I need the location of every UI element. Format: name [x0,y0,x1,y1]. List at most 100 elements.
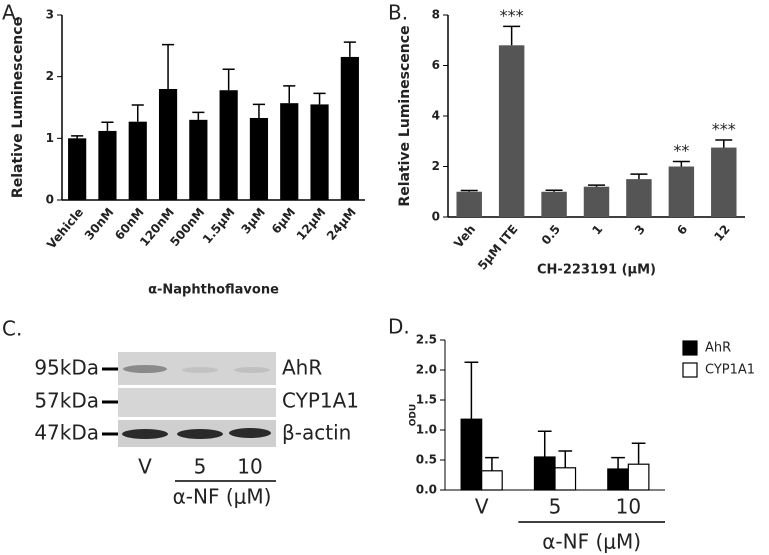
x-tick-label: 12μM [294,205,329,243]
bar [541,191,567,217]
x-axis-label: α-Naphthoflavone [148,283,279,298]
y-tick-label: 2 [46,69,54,83]
panel-label: C. [2,317,22,341]
x-tick-label: 24μM [324,205,359,243]
panel-label: B. [388,1,408,25]
y-tick-label: 3 [46,8,54,22]
blot-band [122,429,168,439]
y-tick-label: 6 [432,58,440,72]
blot-band [229,428,271,438]
bar [498,45,525,217]
bar [583,186,610,217]
lane-label: 10 [237,455,262,479]
legend-label: AhR [705,341,731,356]
bar [554,467,577,491]
legend-label: CYP1A1 [705,363,755,378]
x-tick-label: 10 [616,495,641,519]
bar [340,56,359,200]
y-tick-label: 0 [432,210,440,224]
blot-band [177,429,223,439]
bar [668,166,695,217]
marker-label: 57kDa [34,389,99,413]
bar [607,468,629,491]
bar [219,90,238,200]
x-tick-label: Veh [451,222,478,250]
y-tick-label: 1.5 [416,393,437,407]
error-bar [611,456,625,469]
legend-swatch [682,340,698,356]
error-bar [313,92,326,105]
x-tick-label: 1 [589,222,605,237]
y-axis-label: Relative Luminescence [397,25,413,206]
y-tick-label: 0.5 [416,453,437,467]
y-tick-label: 2 [432,159,440,173]
error-bar [715,139,733,148]
band-label: AhR [282,356,322,380]
blot-band [234,367,270,373]
bar [626,179,652,217]
y-tick-label: 1.0 [416,423,437,437]
error-bar [252,103,266,118]
blot-panel: C. 95kDa 57kDa 47kDa AhR CYP1A1 β-actin … [2,317,359,509]
x-tick-label: V [475,495,489,519]
error-bar [71,135,84,139]
error-bar [131,104,144,122]
error-bar [101,121,114,131]
error-bar [672,160,690,167]
error-bar [343,41,356,57]
bar [98,130,117,200]
bar [158,89,178,200]
bar [460,418,483,491]
y-tick-label: 4 [432,109,440,123]
x-tick-label: 12 [711,222,732,244]
x-tick-label: 6 [674,222,690,237]
y-tick-label: 8 [432,8,440,22]
y-axis-label: ODU [409,404,419,426]
bar [456,191,482,217]
error-bar [460,189,478,192]
error-bar [537,430,552,457]
marker-label: 47kDa [34,421,99,445]
bar [310,104,329,200]
bar [128,121,147,200]
error-bar [192,111,205,120]
error-bar [558,450,573,468]
x-axis-label: CH-223191 (μM) [537,263,656,278]
blot-band [123,365,167,373]
bar [481,470,503,491]
x-tick-label: 1.5μM [200,205,238,246]
error-bar [283,85,296,104]
y-tick-label: 0.0 [416,483,437,497]
x-tick-label: 0.5 [539,222,563,247]
bar [627,463,650,491]
error-bar [545,189,563,192]
error-bar [464,361,479,420]
bar [280,103,299,200]
legend-swatch [682,362,698,378]
group-label: α-NF (μM) [542,530,641,554]
error-bar [503,25,521,46]
x-tick-label: Vehicle [44,205,86,251]
x-tick-label: 5 [549,495,562,519]
error-bar [631,442,646,465]
y-tick-label: 0 [46,193,54,207]
x-tick-label: 3μM [238,205,267,236]
bar [533,456,556,491]
band-label: β-actin [282,421,351,445]
panel-label: D. [388,315,410,339]
error-bar [630,173,648,180]
x-tick-label: 30nM [82,205,117,242]
y-tick-label: 2.5 [416,333,437,347]
blot-band [182,367,218,373]
bar [711,147,737,217]
band-label: CYP1A1 [282,389,359,413]
x-tick-label: 5μM ITE [475,222,521,272]
lane-label: 5 [194,455,207,479]
error-bar [161,43,175,89]
group-label: α-NF (μM) [173,485,272,509]
y-axis-label: Relative Luminescence [10,17,26,198]
error-bar [485,456,499,471]
bar [68,138,87,200]
significance-label: ** [673,141,689,160]
